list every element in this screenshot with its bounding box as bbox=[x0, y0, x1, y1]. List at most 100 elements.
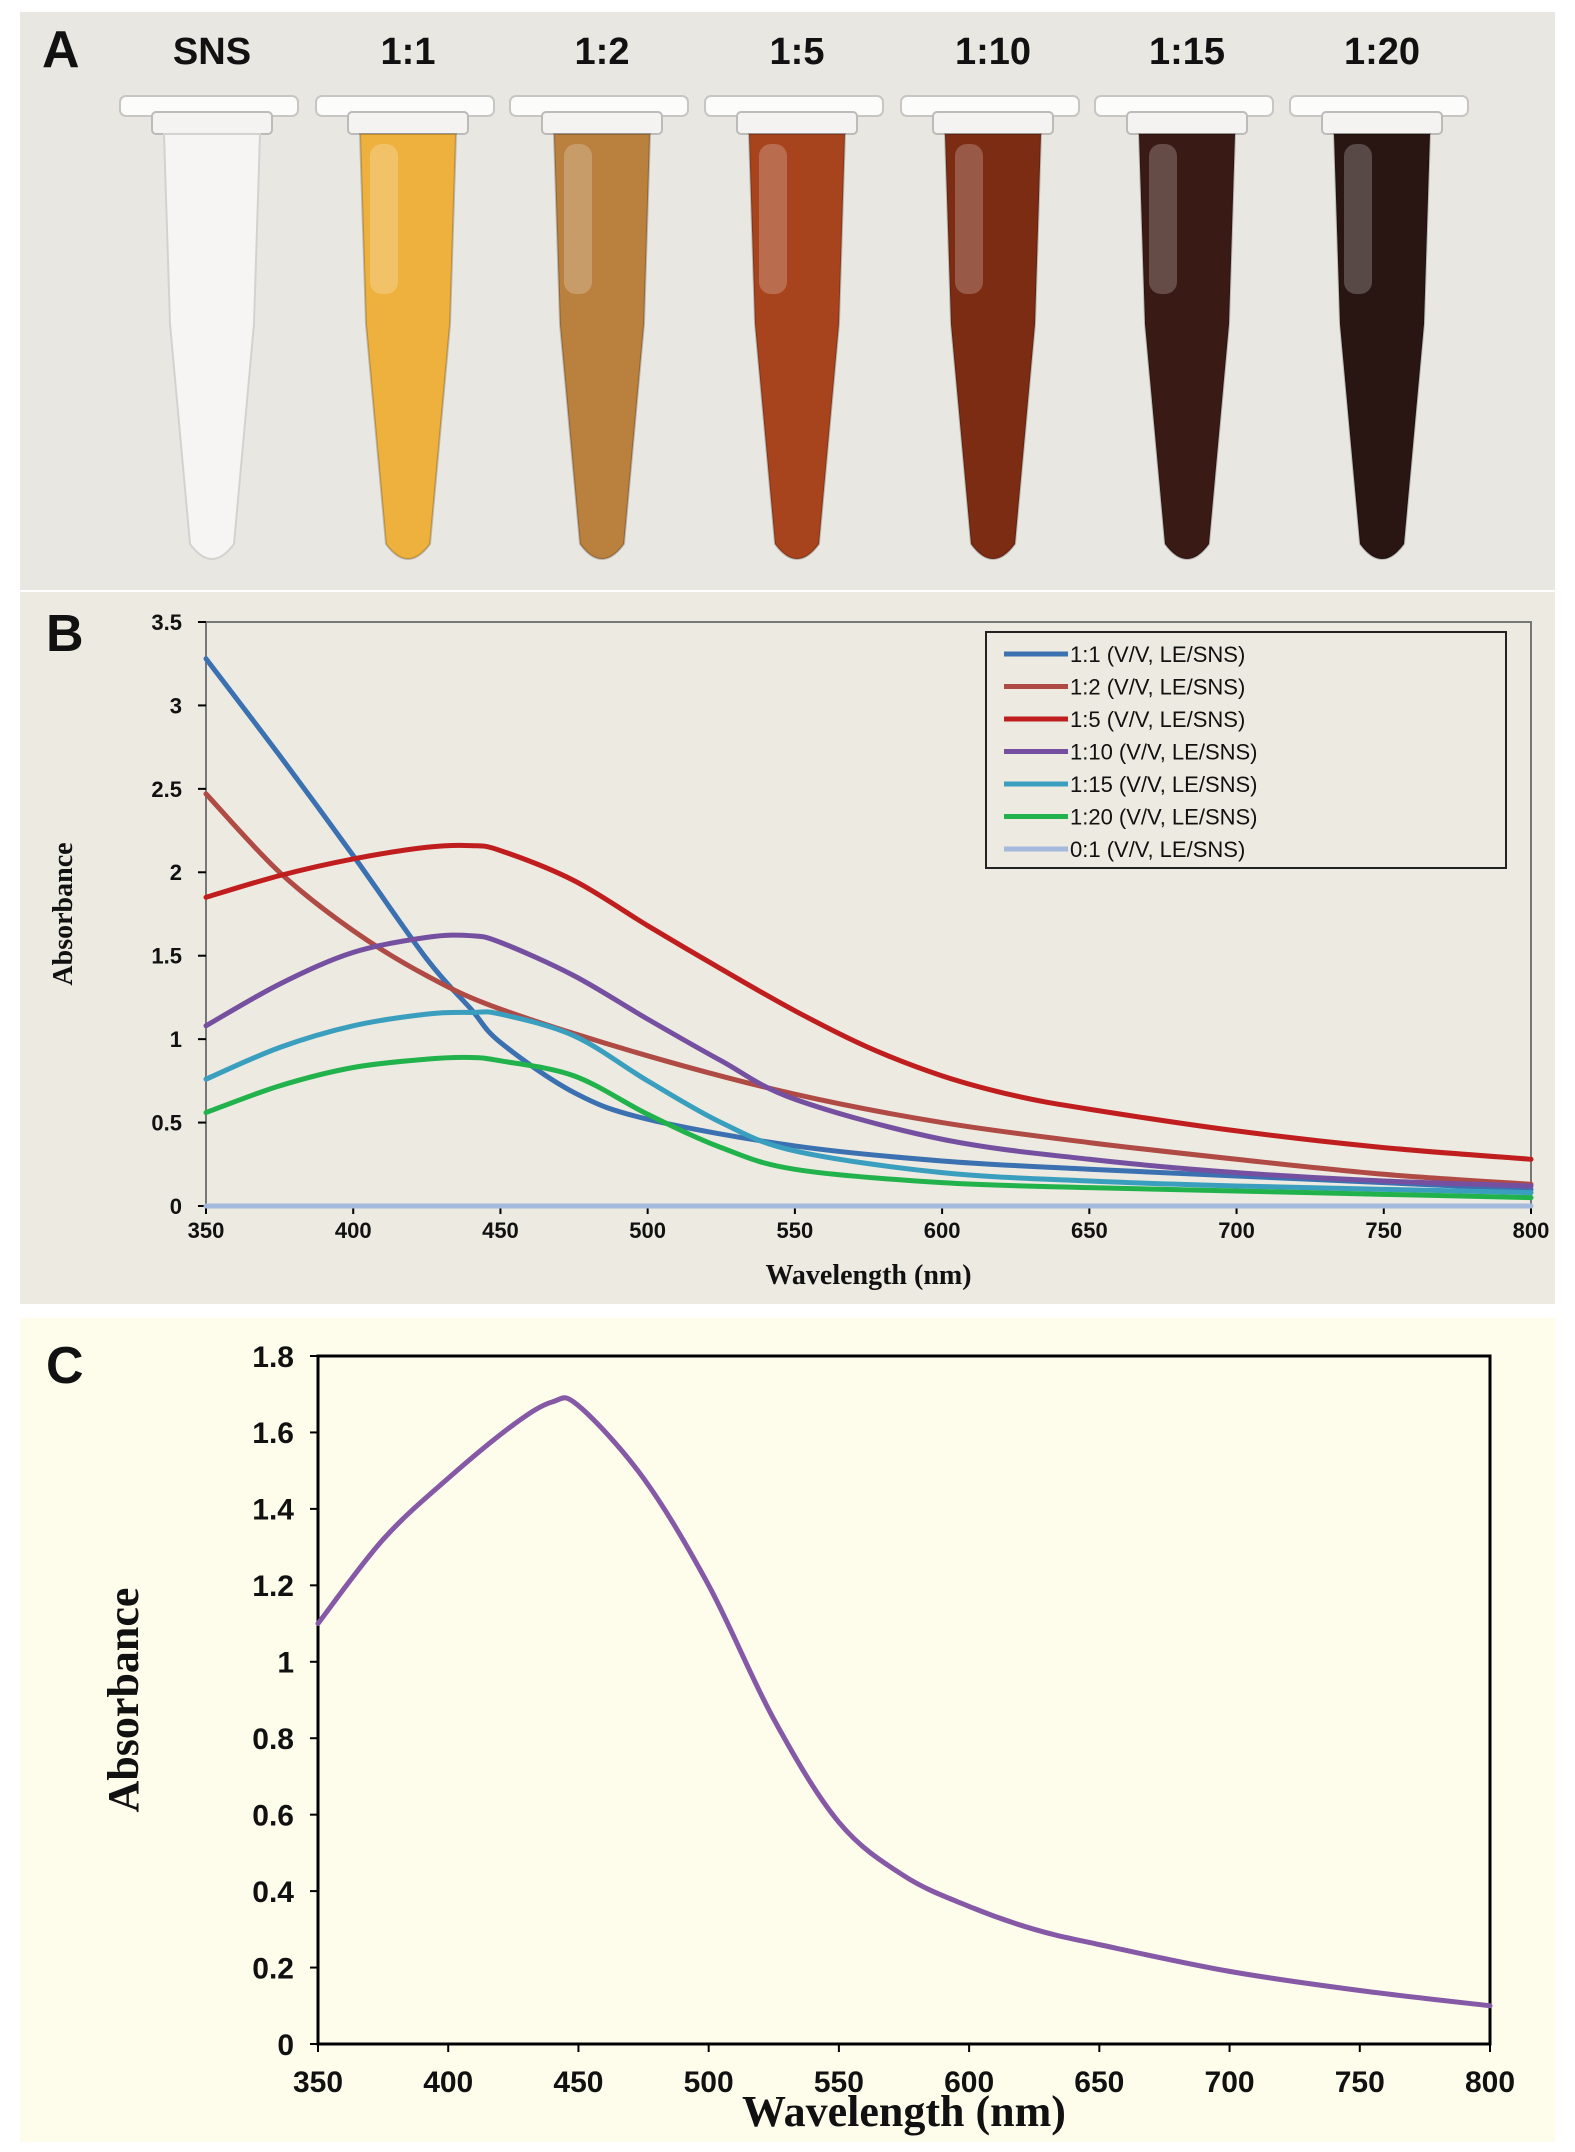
y-tick-label: 1.6 bbox=[252, 1417, 294, 1450]
tube-liquid bbox=[358, 133, 458, 560]
legend-label: 1:1 (V/V, LE/SNS) bbox=[1070, 642, 1245, 667]
x-tick-label: 650 bbox=[1074, 2066, 1124, 2099]
y-tick-label: 3 bbox=[170, 693, 182, 718]
x-axis-label: Wavelength (nm) bbox=[765, 1260, 971, 1291]
legend-label: 0:1 (V/V, LE/SNS) bbox=[1070, 837, 1245, 862]
legend-label: 1:15 (V/V, LE/SNS) bbox=[1070, 772, 1258, 797]
tube-7: 1:20 bbox=[1289, 31, 1469, 560]
y-tick-label: 1.2 bbox=[252, 1570, 294, 1603]
y-tick-label: 2.5 bbox=[151, 777, 182, 802]
y-axis-label: Absorbance bbox=[99, 1588, 148, 1813]
tube-label: 1:20 bbox=[1344, 31, 1420, 73]
y-tick-label: 3.5 bbox=[151, 610, 182, 635]
x-tick-label: 750 bbox=[1335, 2066, 1385, 2099]
tube-highlight bbox=[955, 144, 983, 294]
legend-label: 1:5 (V/V, LE/SNS) bbox=[1070, 707, 1245, 732]
y-tick-label: 0.5 bbox=[151, 1110, 182, 1135]
tube-label: 1:1 bbox=[381, 31, 436, 73]
tube-highlight bbox=[564, 144, 592, 294]
x-tick-label: 400 bbox=[423, 2066, 473, 2099]
x-tick-label: 600 bbox=[944, 2066, 994, 2099]
tube-4: 1:5 bbox=[704, 31, 884, 560]
legend-label: 1:2 (V/V, LE/SNS) bbox=[1070, 675, 1245, 700]
x-tick-label: 700 bbox=[1205, 2066, 1255, 2099]
legend-label: 1:10 (V/V, LE/SNS) bbox=[1070, 740, 1258, 765]
x-tick-label: 750 bbox=[1365, 1218, 1402, 1243]
x-tick-label: 800 bbox=[1513, 1218, 1550, 1243]
x-tick-label: 450 bbox=[553, 2066, 603, 2099]
y-tick-label: 1 bbox=[277, 1647, 294, 1680]
panel-b-chart: B 350 400 450 500 550 600 650 700 750 800 0 0.5 1 1.5… bbox=[20, 592, 1555, 1304]
tube-label: 1:2 bbox=[575, 31, 630, 73]
tube-highlight bbox=[1344, 144, 1372, 294]
tube-1: SNS bbox=[119, 31, 299, 560]
chart-c-svg: 350 400 450 500 550 600 650 700 750 800 0 0.2 0.4 0.6… bbox=[99, 1341, 1515, 2136]
x-axis-label: Wavelength (nm) bbox=[742, 2087, 1066, 2136]
tube-liquid bbox=[162, 133, 262, 560]
y-tick-label: 0.8 bbox=[252, 1723, 294, 1756]
chart-b-svg: 350 400 450 500 550 600 650 700 750 800 0 0.5 1 1.5 2 2… bbox=[48, 610, 1550, 1291]
tube-photo: SNS 1:1 1:2 1:5 1:10 1:15 1:20 bbox=[119, 31, 1469, 560]
series-line-1 bbox=[315, 1395, 1493, 2009]
series-line-2 bbox=[203, 791, 1534, 1187]
x-tick-label: 650 bbox=[1071, 1218, 1108, 1243]
series-line-5 bbox=[203, 1009, 1534, 1196]
x-tick-label: 500 bbox=[684, 2066, 734, 2099]
y-tick-label: 1.4 bbox=[252, 1494, 294, 1527]
series-line-4 bbox=[203, 932, 1534, 1189]
y-tick-label: 1 bbox=[170, 1027, 182, 1052]
panel-c-letter: C bbox=[46, 1337, 84, 1395]
tube-cap-base bbox=[1321, 111, 1443, 135]
y-tick-label: 0.6 bbox=[252, 1799, 294, 1832]
panel-a-photo: A SNS 1:1 1:2 1:5 1:10 1:15 1:20 bbox=[20, 12, 1555, 590]
tube-cap-base bbox=[541, 111, 663, 135]
tube-cap-base bbox=[1126, 111, 1248, 135]
tube-highlight bbox=[370, 144, 398, 294]
tube-5: 1:10 bbox=[900, 31, 1080, 560]
legend-label: 1:20 (V/V, LE/SNS) bbox=[1070, 805, 1258, 830]
y-tick-label: 1.8 bbox=[252, 1341, 294, 1374]
series-line-6 bbox=[203, 1054, 1534, 1201]
tube-cap-base bbox=[932, 111, 1054, 135]
x-tick-label: 400 bbox=[335, 1218, 372, 1243]
tube-label: 1:15 bbox=[1149, 31, 1225, 73]
tube-liquid bbox=[552, 133, 652, 560]
x-tick-label: 350 bbox=[188, 1218, 225, 1243]
tube-liquid bbox=[747, 133, 847, 560]
x-tick-label: 550 bbox=[814, 2066, 864, 2099]
tube-3: 1:2 bbox=[509, 31, 689, 560]
x-tick-label: 500 bbox=[629, 1218, 666, 1243]
tube-cap-base bbox=[736, 111, 858, 135]
panel-b-letter: B bbox=[46, 605, 84, 663]
panel-c-chart: C 350 400 450 500 550 600 650 700 750 800 0 0.2 0.4 0… bbox=[20, 1318, 1555, 2142]
tube-liquid bbox=[1332, 133, 1432, 560]
tube-label: 1:5 bbox=[770, 31, 825, 73]
tube-6: 1:15 bbox=[1094, 31, 1274, 560]
tube-highlight bbox=[1149, 144, 1177, 294]
legend-box bbox=[985, 631, 1507, 869]
y-tick-label: 0 bbox=[170, 1194, 182, 1219]
y-tick-label: 0 bbox=[277, 2029, 294, 2062]
tube-liquid bbox=[943, 133, 1043, 560]
x-tick-label: 550 bbox=[777, 1218, 814, 1243]
x-tick-label: 350 bbox=[293, 2066, 343, 2099]
tube-cap-base bbox=[347, 111, 469, 135]
y-tick-label: 2 bbox=[170, 860, 182, 885]
x-tick-label: 600 bbox=[924, 1218, 961, 1243]
y-tick-label: 1.5 bbox=[151, 944, 182, 969]
series-line-3 bbox=[203, 842, 1534, 1162]
tube-label: SNS bbox=[173, 31, 251, 73]
plot-area bbox=[316, 1354, 1492, 2046]
tube-2: 1:1 bbox=[315, 31, 495, 560]
tube-highlight bbox=[759, 144, 787, 294]
tube-liquid bbox=[1137, 133, 1237, 560]
y-tick-label: 0.2 bbox=[252, 1952, 294, 1985]
panel-a-letter: A bbox=[42, 21, 80, 79]
tube-label: 1:10 bbox=[955, 31, 1031, 73]
tube-cap-base bbox=[151, 111, 273, 135]
x-tick-label: 450 bbox=[482, 1218, 519, 1243]
y-tick-label: 0.4 bbox=[252, 1876, 294, 1909]
y-axis-label: Absorbance bbox=[48, 842, 79, 985]
x-tick-label: 700 bbox=[1218, 1218, 1255, 1243]
x-tick-label: 800 bbox=[1465, 2066, 1515, 2099]
